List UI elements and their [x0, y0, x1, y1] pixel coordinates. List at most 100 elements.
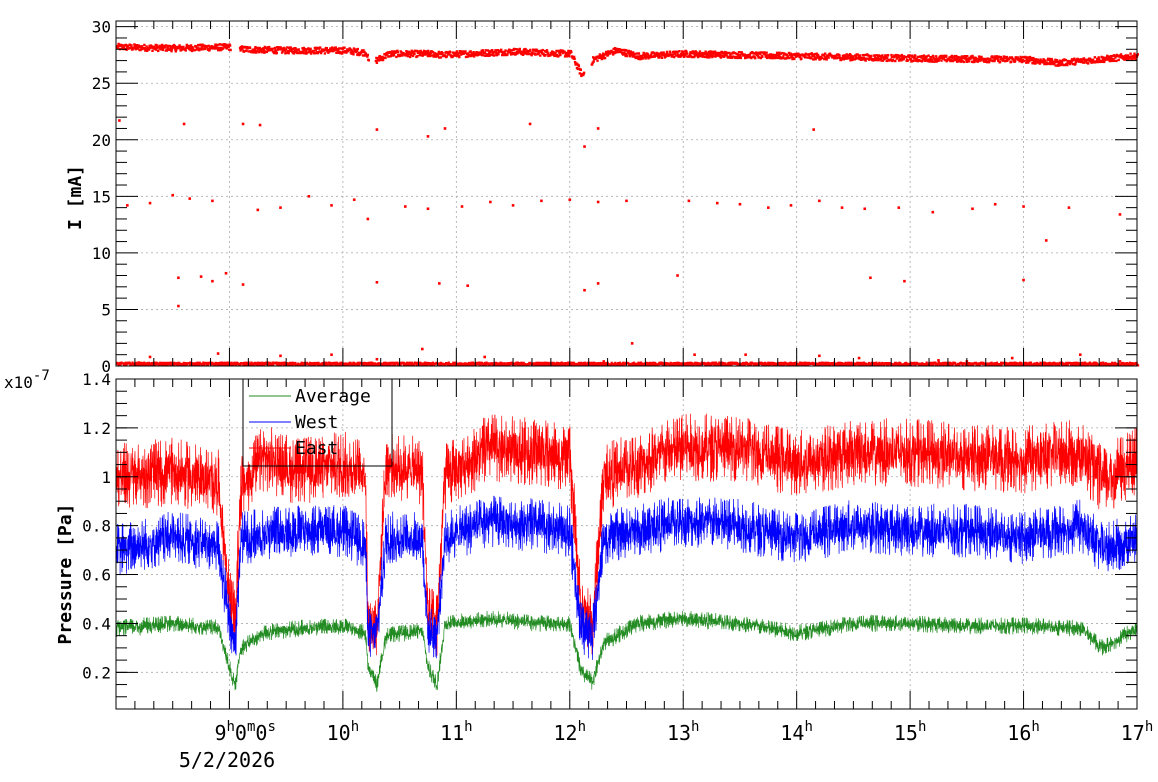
current-points: [116, 42, 1140, 367]
current-outlier-point: [937, 359, 940, 362]
current-outlier-point: [330, 353, 333, 356]
current-outlier-point: [352, 198, 356, 202]
legend-label: West: [295, 412, 338, 433]
x-tick-label: 11h: [440, 719, 473, 745]
current-outlier-point: [818, 199, 821, 203]
current-outlier-point: [767, 206, 770, 209]
current-outlier-point: [421, 347, 424, 351]
pressure-ticks: 0.2 0.4 0.6 0.8 1 1.2 1.4: [82, 370, 1137, 698]
current-outlier-point: [188, 197, 192, 200]
pressure-exponent-label: x10-7: [4, 368, 50, 392]
current-outlier-point: [869, 276, 872, 280]
legend-label: East: [295, 438, 338, 459]
current-outlier-point: [258, 123, 262, 127]
current-outlier-point: [375, 280, 379, 284]
y-tick-label: 15: [92, 187, 111, 206]
x-tick-label: 9h0m0s: [214, 719, 275, 745]
current-outlier-point: [241, 283, 245, 286]
y-tick-label: 10: [92, 244, 111, 263]
current-main-band: [116, 42, 1139, 78]
y-tick-label: 0.4: [82, 614, 111, 633]
current-grid: [116, 21, 1138, 367]
current-outlier-point: [583, 288, 586, 292]
current-outlier-point: [279, 206, 282, 209]
current-outlier-point: [596, 200, 600, 204]
exponent-base: x10: [4, 373, 33, 392]
current-outlier-point: [540, 199, 543, 203]
current-outlier-point: [897, 206, 901, 209]
pressure-line-east: [115, 413, 1138, 656]
y-tick-label: 1.2: [82, 419, 111, 438]
current-outlier-point: [738, 202, 742, 206]
current-outlier-point: [375, 128, 379, 131]
current-outlier-point: [676, 274, 679, 277]
current-outlier-point: [403, 205, 407, 208]
pressure-lines: [115, 413, 1138, 692]
current-outlier-point: [438, 282, 441, 285]
current-outlier-point: [744, 353, 747, 356]
current-outlier-point: [330, 204, 333, 207]
current-outlier-point: [426, 207, 430, 211]
current-ticks: 0 5 10 15 20 25 30: [92, 18, 1137, 376]
current-outlier-point: [148, 355, 152, 359]
current-outlier-point: [583, 145, 586, 148]
current-outlier-point: [460, 205, 464, 208]
current-y-label: I [mA]: [65, 165, 86, 230]
current-outlier-point: [715, 201, 719, 205]
current-outlier-point: [1022, 205, 1025, 208]
x-tick-label: 15h: [894, 719, 927, 745]
current-outlier-point: [224, 271, 228, 275]
current-outlier-point: [1118, 360, 1122, 363]
x-tick-label: 17h: [1121, 719, 1154, 745]
current-outlier-point: [211, 199, 214, 203]
current-outlier-point: [241, 122, 245, 126]
current-outlier-point: [126, 204, 129, 207]
current-outlier-point: [568, 198, 572, 202]
current-outlier-point: [256, 208, 260, 212]
legend-label: Average: [295, 386, 371, 407]
current-outlier-point: [1022, 278, 1025, 282]
x-tick-label: 16h: [1007, 719, 1040, 745]
date-label: 5/2/2026: [179, 748, 275, 772]
current-outlier-point: [840, 206, 844, 209]
current-outlier-point: [426, 135, 430, 138]
current-outlier-point: [211, 279, 214, 283]
legend: Average West East: [242, 378, 393, 467]
y-tick-label: 30: [92, 18, 111, 37]
current-outlier-point: [443, 127, 447, 130]
current-outlier-point: [971, 207, 974, 211]
y-tick-label: 20: [92, 131, 111, 150]
current-panel: 0 5 10 15 20 25 30 I [mA]: [65, 18, 1140, 376]
current-outlier-point: [903, 279, 906, 283]
current-outlier-point: [1067, 206, 1071, 209]
current-outlier-point: [177, 276, 180, 280]
x-tick-label: 13h: [667, 719, 700, 745]
current-baseline: [116, 361, 1140, 367]
y-tick-label: 5: [101, 300, 111, 319]
current-outlier-point: [1044, 239, 1048, 242]
current-outlier-point: [596, 127, 600, 130]
current-outlier-point: [466, 284, 469, 287]
y-tick-label: 1.4: [82, 370, 111, 389]
current-frame: [115, 20, 1138, 367]
legend-box: [242, 378, 393, 467]
current-outlier-point: [625, 199, 628, 203]
current-outlier-point: [118, 119, 121, 122]
current-outlier-point: [171, 193, 175, 197]
current-outlier-point: [307, 195, 311, 198]
current-outlier-point: [687, 199, 691, 203]
current-outlier-point: [1118, 213, 1122, 216]
current-outlier-point: [596, 282, 600, 285]
pressure-line-average: [115, 610, 1138, 692]
pressure-line-west: [115, 495, 1138, 660]
exponent-power: -7: [33, 368, 50, 384]
current-outlier-point: [818, 354, 821, 358]
current-outlier-point: [630, 342, 634, 345]
current-outlier-point: [602, 360, 606, 363]
current-outlier-point: [931, 210, 935, 214]
y-tick-label: 0.6: [82, 566, 111, 585]
current-outlier-point: [528, 122, 532, 126]
current-outlier-point: [483, 355, 486, 359]
time-axis: 9h0m0s 10h 11h 12h 13h 14h 15h 16h 17h: [115, 21, 1154, 745]
